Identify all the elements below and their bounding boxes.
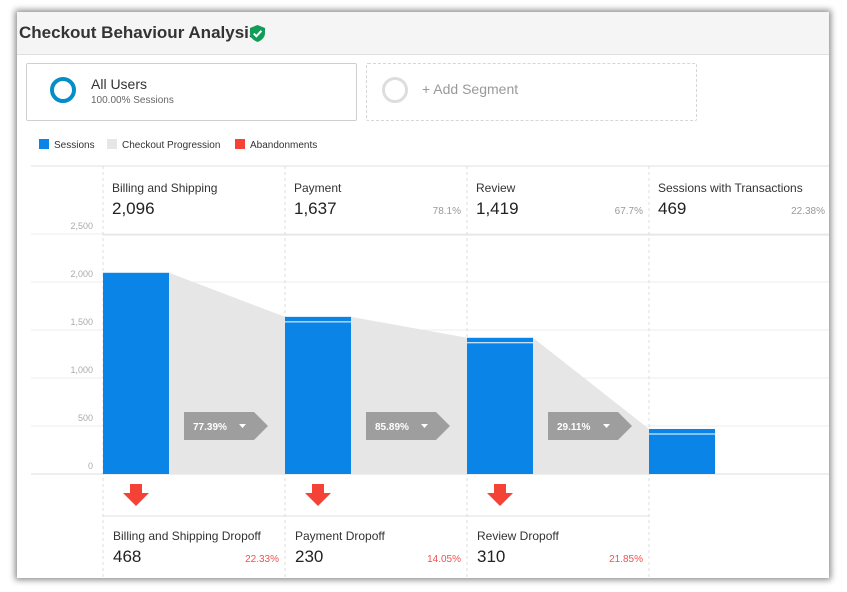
dropoff-value: 468 <box>113 547 141 566</box>
dropoff-name: Billing and Shipping Dropoff <box>113 529 262 543</box>
legend-label: Abandonments <box>250 140 318 151</box>
dropoff-value: 230 <box>295 547 323 566</box>
y-tick-label: 1,500 <box>70 317 93 327</box>
abandonment-arrow-icon <box>305 484 331 506</box>
progression-badge <box>366 412 450 440</box>
progression-rate: 29.11% <box>557 422 590 433</box>
step-name: Payment <box>294 181 342 195</box>
dropoff-name: Payment Dropoff <box>295 529 385 543</box>
abandonment-arrow-icon <box>487 484 513 506</box>
session-bar <box>467 337 533 474</box>
step-percentage: 78.1% <box>433 206 461 217</box>
progression-rate: 77.39% <box>193 422 227 433</box>
dropoff-percentage: 14.05% <box>427 554 461 565</box>
session-bar <box>649 428 715 474</box>
segment-circle-icon <box>50 77 76 103</box>
step-value: 1,419 <box>476 199 519 218</box>
step-value: 469 <box>658 199 686 218</box>
step-name: Sessions with Transactions <box>658 181 803 195</box>
legend-swatch <box>39 139 49 149</box>
dropdown-caret-icon <box>603 424 610 428</box>
y-tick-label: 0 <box>88 461 93 471</box>
abandonment-arrow-icon <box>123 484 149 506</box>
progression-badge <box>184 412 268 440</box>
step-percentage: 67.7% <box>615 206 643 217</box>
step-value: 1,637 <box>294 199 337 218</box>
add-segment-button[interactable]: + Add Segment <box>366 63 697 121</box>
step-name: Review <box>476 181 516 195</box>
legend-item-checkout-progression: Checkout Progression <box>107 139 220 151</box>
legend-swatch <box>235 139 245 149</box>
add-segment-label: + Add Segment <box>422 81 519 97</box>
segment-name: All Users <box>91 76 148 92</box>
step-name: Billing and Shipping <box>112 181 217 195</box>
step-percentage: 22.38% <box>791 206 825 217</box>
progression-badge <box>548 412 632 440</box>
session-bar <box>285 316 351 474</box>
dropoff-percentage: 22.33% <box>245 554 279 565</box>
segment-all-users[interactable]: All Users 100.00% Sessions <box>26 63 357 121</box>
page-title: Checkout Behaviour Analysis <box>19 23 259 42</box>
funnel-chart: 0 500 1,000 1,500 2,000 2,500 Billing and Ship… <box>31 165 829 578</box>
legend-label: Sessions <box>54 140 95 151</box>
report-panel: Checkout Behaviour Analysis All Users 10… <box>17 12 829 578</box>
legend-swatch <box>107 139 117 149</box>
legend-item-abandonments: Abandonments <box>235 139 317 151</box>
y-tick-label: 500 <box>78 413 93 423</box>
legend-item-sessions: Sessions <box>39 139 95 151</box>
empty-segment-circle-icon <box>382 77 408 103</box>
dropoff-percentage: 21.85% <box>609 554 643 565</box>
y-tick-label: 2,000 <box>70 269 93 279</box>
dropoff-name: Review Dropoff <box>477 529 559 543</box>
dropdown-caret-icon <box>239 424 246 428</box>
report-header: Checkout Behaviour Analysis <box>17 12 829 55</box>
progression-flow <box>169 272 285 474</box>
y-tick-label: 1,000 <box>70 365 93 375</box>
progression-flow <box>351 316 467 474</box>
progression-rate: 85.89% <box>375 422 409 433</box>
dropoff-value: 310 <box>477 547 505 566</box>
legend-label: Checkout Progression <box>122 140 221 151</box>
segment-sessions-share: 100.00% Sessions <box>91 95 174 106</box>
dropdown-caret-icon <box>421 424 428 428</box>
progression-flow <box>533 337 649 474</box>
y-tick-label: 2,500 <box>70 221 93 231</box>
step-value: 2,096 <box>112 199 155 218</box>
verified-shield-icon <box>250 25 265 42</box>
session-bar <box>103 272 169 474</box>
